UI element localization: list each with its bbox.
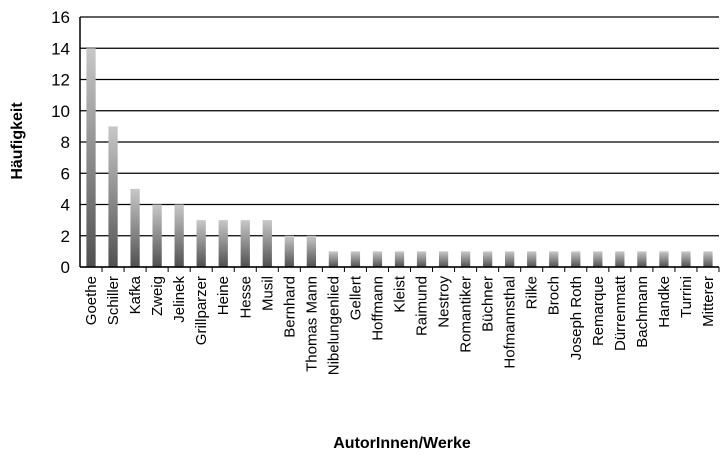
y-tick-label: 14 <box>51 39 70 58</box>
x-tick-label: Schiller <box>105 276 122 325</box>
x-tick-label: Hesse <box>237 276 254 319</box>
bar <box>328 251 339 267</box>
bar <box>284 235 294 267</box>
bar <box>218 220 228 267</box>
bar <box>460 251 471 267</box>
x-tick-label: Nestroy <box>436 276 453 328</box>
bar <box>438 251 449 267</box>
y-tick-label: 12 <box>51 71 70 90</box>
x-tick-label: Rilke <box>524 276 541 309</box>
grid-lines <box>80 16 719 268</box>
axes <box>79 17 720 272</box>
bar <box>394 251 405 267</box>
x-tick-label: Goethe <box>83 276 100 325</box>
x-tick-label: Broch <box>546 276 563 315</box>
x-tick-label: Musil <box>259 276 276 311</box>
x-tick-label: Jelinek <box>171 276 188 323</box>
x-tick-label: Hoffmann <box>369 276 386 341</box>
bar <box>527 251 537 267</box>
x-tick-label: Joseph Roth <box>568 276 585 360</box>
bar <box>240 220 250 267</box>
bar <box>174 204 184 267</box>
y-tick-label: 2 <box>61 227 70 246</box>
bar <box>659 251 669 267</box>
bar <box>416 251 427 267</box>
x-tick-labels: Goethe Schiller Kafka Zweig Jelinek Grillparz… <box>83 275 717 375</box>
bar <box>152 204 162 267</box>
bar <box>108 126 118 267</box>
bar <box>262 220 272 267</box>
bar <box>615 251 625 267</box>
x-tick-label: Dürrenmatt <box>612 275 629 351</box>
x-tick-label: Kleist <box>392 275 409 313</box>
x-tick-label: Büchner <box>480 276 497 332</box>
x-tick-label: Zweig <box>149 276 166 316</box>
x-tick-label: Raimund <box>414 276 431 336</box>
x-tick-label: Mitterer <box>700 276 717 327</box>
bar <box>505 251 515 267</box>
x-tick-label: Nibelungenlied <box>325 276 342 375</box>
y-tick-labels: 0 2 4 6 8 10 12 14 16 <box>51 8 70 277</box>
x-axis-title: AutorInnen/Werke <box>333 435 471 452</box>
bar <box>372 251 383 267</box>
y-axis-title: Häufigkeit <box>9 102 26 180</box>
bar <box>196 220 206 267</box>
x-tick-label: Kafka <box>127 275 144 314</box>
bars <box>86 48 713 267</box>
y-tick-label: 0 <box>61 258 70 277</box>
x-tick-label: Grillparzer <box>193 276 210 345</box>
bar <box>703 251 713 267</box>
bar <box>549 251 559 267</box>
x-tick-label: Remarque <box>590 276 607 346</box>
x-tick-label: Hofmannsthal <box>502 276 519 369</box>
bar <box>637 251 647 267</box>
bar <box>130 188 140 267</box>
bar <box>350 251 361 267</box>
x-tick-label: Handke <box>656 276 673 328</box>
x-tick-label: Bachmann <box>634 276 651 348</box>
x-tick-label: Romantiker <box>458 276 475 353</box>
bar <box>681 251 691 267</box>
bar <box>306 235 316 267</box>
y-tick-label: 4 <box>61 196 70 215</box>
bar <box>86 48 96 267</box>
y-tick-label: 10 <box>51 102 70 121</box>
bar <box>593 251 603 267</box>
y-tick-label: 8 <box>61 133 70 152</box>
y-tick-label: 16 <box>51 8 70 27</box>
x-tick-label: Turrini <box>678 276 695 318</box>
x-tick-label: Bernhard <box>281 276 298 338</box>
bar <box>483 251 493 267</box>
y-tick-label: 6 <box>61 164 70 183</box>
bar <box>571 251 581 267</box>
x-tick-label: Heine <box>215 276 232 315</box>
x-tick-label: Thomas Mann <box>303 276 320 372</box>
x-tick-label: Gellert <box>347 275 364 320</box>
